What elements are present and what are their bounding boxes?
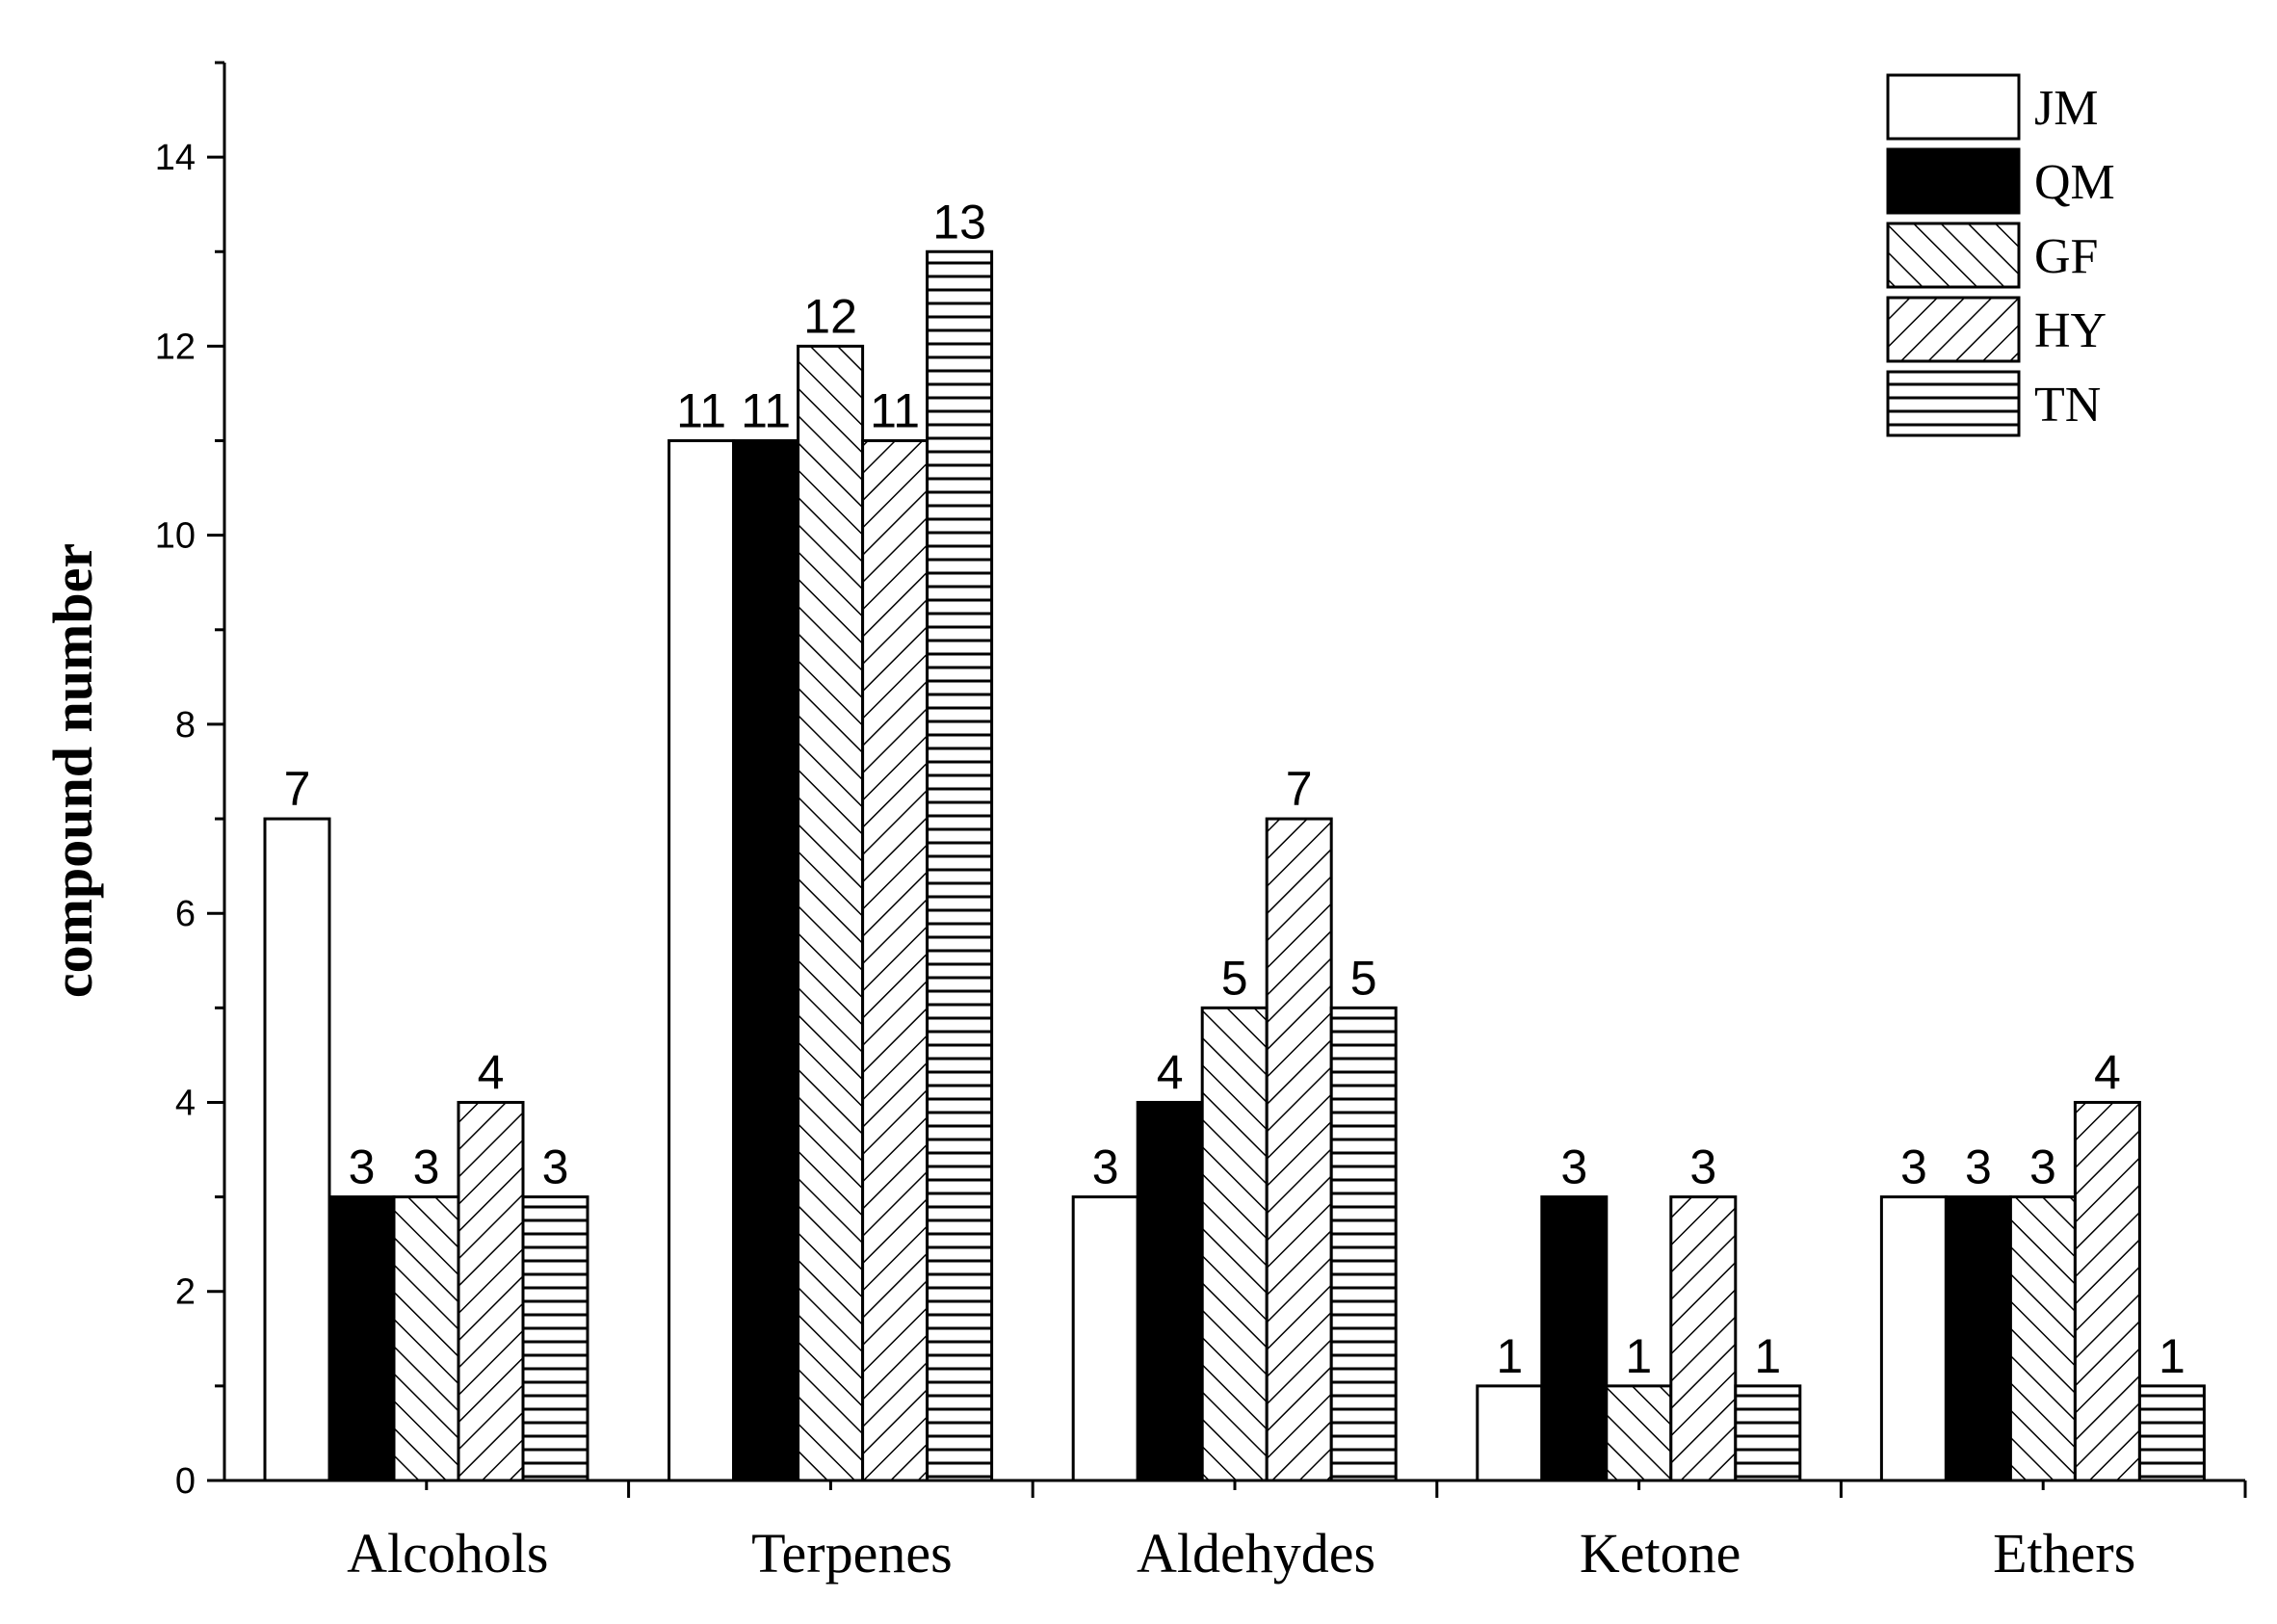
y-tick-label: 6 [175, 894, 196, 934]
bar-qm-aldehydes [1136, 1100, 1204, 1482]
y-axis-label: compound number [41, 543, 104, 998]
data-label: 4 [2094, 1045, 2121, 1099]
bar-jm-ketone [1476, 1384, 1544, 1482]
legend-swatch-jm [1886, 73, 2021, 141]
data-label: 12 [803, 289, 857, 343]
bar-jm-alcohols [263, 817, 331, 1482]
legend-swatch-qm [1886, 147, 2021, 215]
legend-swatch-hy [1886, 296, 2021, 363]
bar-tn-alcohols [521, 1195, 589, 1482]
y-tick-label: 10 [155, 516, 196, 557]
bar-hy-alcohols [457, 1100, 525, 1482]
bar-qm-terpenes [732, 439, 800, 1482]
data-label: 1 [1496, 1329, 1523, 1383]
data-label: 3 [413, 1140, 440, 1194]
bar-qm-ethers [1944, 1195, 2012, 1482]
data-label: 11 [870, 384, 920, 438]
y-tick-label: 0 [175, 1461, 196, 1502]
x-category-label: Ketone [1580, 1522, 1741, 1585]
y-tick-label: 2 [175, 1272, 196, 1313]
legend-label-gf: GF [2034, 229, 2098, 284]
bar-hy-ketone [1669, 1195, 1738, 1482]
bars [263, 249, 2206, 1482]
bar-jm-aldehydes [1071, 1195, 1139, 1482]
legend-label-tn: TN [2034, 378, 2101, 432]
data-label: 3 [542, 1140, 569, 1194]
bar-gf-aldehydes [1200, 1006, 1269, 1482]
legend-label-hy: HY [2034, 303, 2107, 358]
bar-tn-ethers [2137, 1384, 2206, 1482]
data-label: 11 [741, 384, 791, 438]
data-label: 4 [1157, 1045, 1184, 1099]
data-label: 1 [1625, 1329, 1652, 1383]
data-label: 3 [1560, 1140, 1587, 1194]
data-label: 11 [676, 384, 726, 438]
y-tick-label: 8 [175, 705, 196, 746]
legend-label-jm: JM [2034, 81, 2098, 136]
legend-swatch-tn [1886, 370, 2021, 437]
data-label: 3 [349, 1140, 376, 1194]
legend: JM QM GF HY TN [1886, 73, 2115, 437]
bar-gf-ketone [1605, 1384, 1673, 1482]
bar-hy-ethers [2073, 1100, 2141, 1482]
legend-label-qm: QM [2034, 155, 2115, 210]
bar-gf-terpenes [797, 344, 865, 1482]
bar-gf-alcohols [392, 1195, 460, 1482]
bar-hy-aldehydes [1265, 817, 1333, 1482]
data-label: 13 [932, 195, 986, 249]
bar-tn-aldehydes [1329, 1006, 1398, 1482]
bar-jm-ethers [1879, 1195, 1948, 1482]
data-label: 1 [1754, 1329, 1781, 1383]
y-tick-label: 4 [175, 1083, 196, 1123]
bar-tn-terpenes [926, 249, 994, 1482]
bar-gf-ethers [2008, 1195, 2077, 1482]
x-category-label: Aldehydes [1137, 1522, 1375, 1585]
bar-qm-ketone [1540, 1195, 1609, 1482]
bar-hy-terpenes [861, 439, 929, 1482]
data-label: 7 [1286, 762, 1313, 816]
y-tick-label: 12 [155, 327, 196, 367]
data-label: 5 [1221, 951, 1248, 1005]
x-category-label: Terpenes [751, 1522, 953, 1585]
bar-jm-terpenes [667, 439, 736, 1482]
data-label: 3 [1900, 1140, 1927, 1194]
y-tick-label: 14 [155, 138, 196, 178]
data-label: 3 [1092, 1140, 1119, 1194]
data-label: 5 [1350, 951, 1377, 1005]
legend-swatch-gf [1886, 222, 2021, 289]
data-label: 7 [284, 762, 311, 816]
x-category-label: Ethers [1993, 1522, 2135, 1585]
data-label: 3 [1689, 1140, 1716, 1194]
bar-tn-ketone [1734, 1384, 1802, 1482]
data-label: 4 [478, 1045, 505, 1099]
data-label: 1 [2159, 1329, 2185, 1383]
x-category-label: Alcohols [347, 1522, 548, 1585]
bar-qm-alcohols [327, 1195, 396, 1482]
data-label: 3 [2029, 1140, 2056, 1194]
data-label: 3 [1965, 1140, 1992, 1194]
